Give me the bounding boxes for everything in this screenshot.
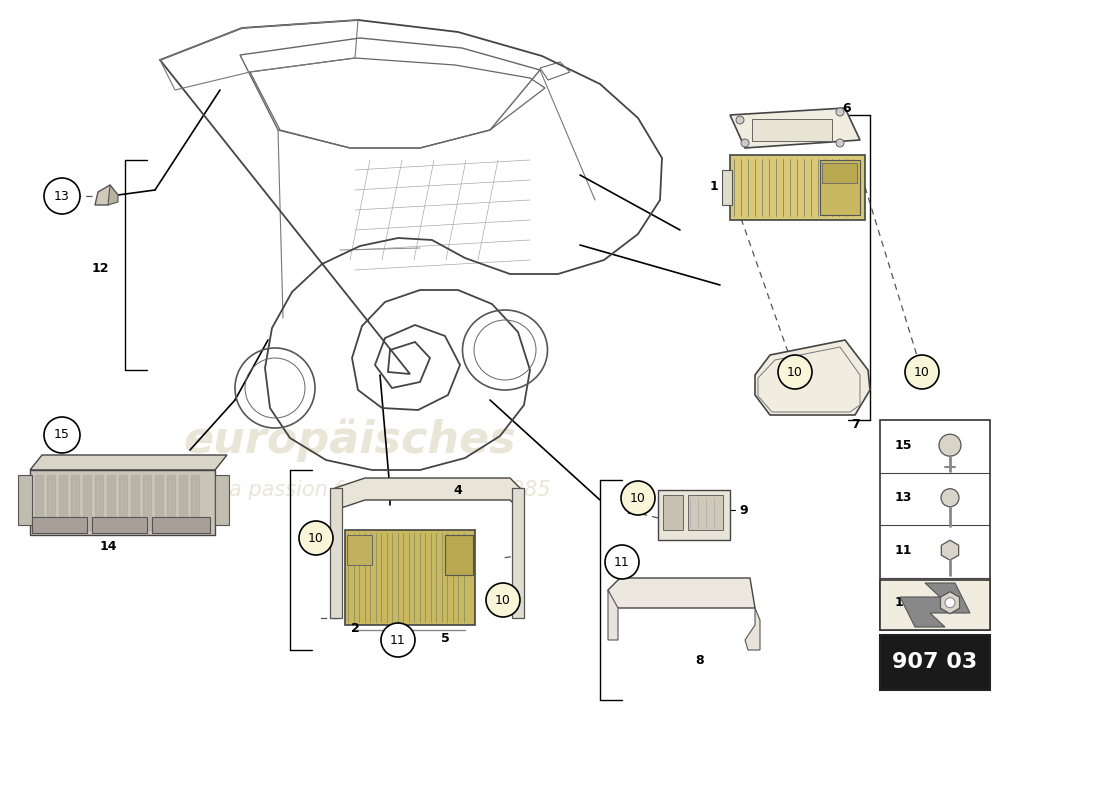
Text: 1: 1: [710, 181, 718, 194]
Bar: [658, 490, 730, 540]
Text: 11: 11: [895, 544, 913, 557]
Circle shape: [621, 481, 654, 515]
Polygon shape: [108, 185, 118, 205]
Polygon shape: [942, 540, 959, 560]
Text: 4: 4: [453, 483, 462, 497]
Polygon shape: [608, 578, 755, 608]
Bar: [345, 530, 475, 625]
Circle shape: [736, 116, 744, 124]
Circle shape: [939, 434, 961, 456]
Bar: [32, 517, 87, 533]
Bar: [346, 535, 372, 565]
Bar: [30, 470, 214, 535]
Text: 10: 10: [630, 491, 646, 505]
Bar: [512, 488, 524, 618]
Bar: [72, 475, 79, 530]
Polygon shape: [95, 185, 118, 205]
Text: 2: 2: [351, 622, 360, 634]
Circle shape: [299, 521, 333, 555]
Text: 10: 10: [308, 531, 323, 545]
Text: 7: 7: [850, 418, 859, 431]
Bar: [119, 475, 126, 530]
Bar: [446, 535, 473, 575]
Circle shape: [486, 583, 520, 617]
Text: 10: 10: [895, 596, 913, 610]
Circle shape: [44, 417, 80, 453]
Text: 10: 10: [914, 366, 929, 378]
Polygon shape: [730, 108, 860, 148]
Text: europäisches: europäisches: [184, 418, 516, 462]
Text: 9: 9: [739, 503, 748, 517]
Text: 6: 6: [843, 102, 851, 114]
Text: 3: 3: [626, 503, 635, 517]
Circle shape: [836, 139, 844, 147]
Polygon shape: [745, 608, 760, 650]
Bar: [722, 170, 732, 205]
Text: 8: 8: [695, 654, 704, 666]
Bar: [82, 475, 91, 530]
Circle shape: [381, 623, 415, 657]
Bar: [730, 155, 865, 220]
Polygon shape: [900, 583, 970, 627]
Bar: [18, 475, 32, 525]
Bar: [663, 495, 683, 530]
Bar: [330, 488, 342, 618]
Bar: [822, 163, 857, 183]
Circle shape: [945, 598, 955, 608]
Circle shape: [778, 355, 812, 389]
Bar: [152, 517, 210, 533]
Circle shape: [44, 178, 80, 214]
Bar: [131, 475, 139, 530]
Text: 10: 10: [788, 366, 803, 378]
Polygon shape: [755, 340, 870, 415]
Bar: [143, 475, 151, 530]
Text: 5: 5: [441, 631, 450, 645]
Polygon shape: [30, 455, 227, 470]
Circle shape: [940, 489, 959, 506]
Bar: [820, 160, 860, 215]
Polygon shape: [608, 590, 618, 640]
Text: 11: 11: [614, 555, 630, 569]
Polygon shape: [940, 592, 959, 614]
Circle shape: [836, 108, 844, 116]
Text: 15: 15: [54, 429, 70, 442]
Bar: [92, 517, 147, 533]
Bar: [47, 475, 55, 530]
Bar: [191, 475, 199, 530]
Bar: [95, 475, 103, 530]
Bar: [880, 580, 990, 630]
Text: 15: 15: [895, 438, 913, 452]
Bar: [214, 475, 229, 525]
Bar: [59, 475, 67, 530]
Text: a passion for parts, since 1985: a passion for parts, since 1985: [229, 480, 551, 500]
Bar: [880, 635, 990, 690]
Bar: [752, 119, 832, 141]
Bar: [179, 475, 187, 530]
Text: 13: 13: [895, 491, 912, 504]
Text: 10: 10: [495, 594, 510, 606]
Circle shape: [605, 545, 639, 579]
Text: 13: 13: [54, 190, 70, 202]
Text: 907 03: 907 03: [892, 652, 978, 672]
Text: 14: 14: [99, 541, 117, 554]
Bar: [107, 475, 116, 530]
Bar: [35, 475, 43, 530]
Bar: [688, 495, 723, 530]
Circle shape: [741, 139, 749, 147]
Text: 12: 12: [91, 262, 109, 274]
Bar: [880, 420, 990, 630]
Text: 11: 11: [390, 634, 406, 646]
Circle shape: [905, 355, 939, 389]
Bar: [155, 475, 163, 530]
Polygon shape: [336, 478, 520, 510]
Bar: [167, 475, 175, 530]
